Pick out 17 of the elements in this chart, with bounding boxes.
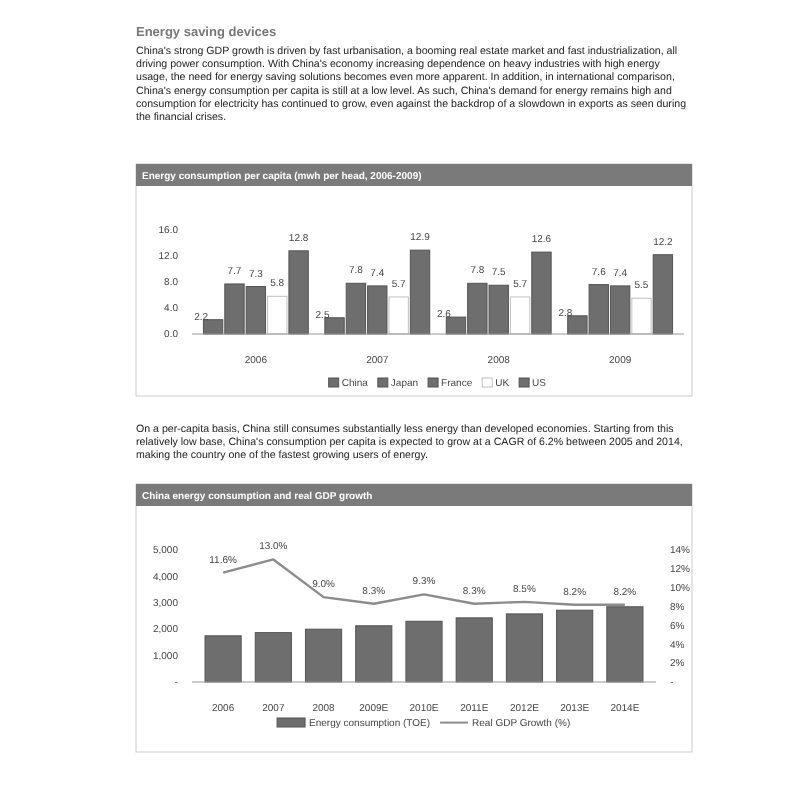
bar — [254, 632, 292, 683]
bar — [509, 296, 531, 335]
bar — [355, 625, 393, 683]
bar — [288, 250, 309, 335]
bar — [631, 297, 652, 335]
bar — [505, 613, 544, 683]
bar — [388, 296, 409, 335]
bar — [204, 635, 242, 683]
bar — [652, 254, 674, 335]
bar — [267, 295, 288, 335]
bar — [455, 617, 493, 683]
bar — [606, 606, 644, 683]
bar — [556, 609, 594, 683]
bar — [531, 251, 552, 335]
bar — [409, 249, 431, 335]
bar — [405, 620, 443, 683]
bar — [304, 628, 343, 683]
